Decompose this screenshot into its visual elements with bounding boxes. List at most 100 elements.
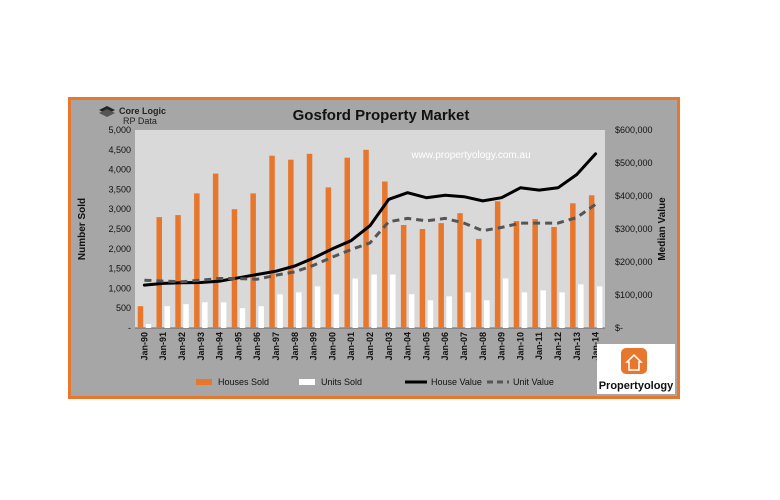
units-sold-bar xyxy=(333,294,340,328)
x-tick-label: Jan-92 xyxy=(177,332,187,361)
x-tick-label: Jan-02 xyxy=(365,332,375,361)
houses-sold-bar xyxy=(212,173,219,328)
unit-value-line xyxy=(144,203,597,284)
x-tick-label: Jan-14 xyxy=(591,332,601,361)
x-tick-label: Jan-01 xyxy=(346,332,356,361)
houses-sold-bar xyxy=(137,306,144,328)
houses-sold-bar xyxy=(175,215,181,328)
y-tick-label: 1,000 xyxy=(108,283,131,293)
y2-axis-title: Median Value xyxy=(657,197,668,261)
y-tick-label: 1,500 xyxy=(108,264,131,274)
legend-label: Unit Value xyxy=(513,377,554,387)
x-tick-label: Jan-98 xyxy=(290,332,300,361)
units-sold-bar xyxy=(540,290,546,328)
units-sold-bar xyxy=(164,306,170,328)
houses-sold-bar xyxy=(269,155,275,328)
y-tick-label: - xyxy=(128,323,131,333)
legend-label: Units Sold xyxy=(321,377,362,387)
x-tick-label: Jan-12 xyxy=(553,332,563,361)
house-icon xyxy=(625,353,643,371)
corelogic-logo: Core Logic RP Data xyxy=(99,106,166,126)
houses-sold-bar xyxy=(476,238,482,328)
y2-tick-label: $100,000 xyxy=(615,290,653,300)
units-sold-bar xyxy=(427,300,434,328)
houses-sold-bar xyxy=(419,229,426,328)
chart-title: Gosford Property Market xyxy=(293,107,470,124)
units-sold-bar xyxy=(408,294,415,328)
x-tick-label: Jan-09 xyxy=(497,332,507,361)
y2-tick-label: $600,000 xyxy=(615,125,653,135)
x-tick-label: Jan-10 xyxy=(515,332,525,361)
propertyology-logo: Propertyology xyxy=(597,344,675,394)
units-sold-bar xyxy=(390,274,396,328)
legend-label: House Value xyxy=(431,377,482,387)
units-sold-bar xyxy=(202,302,208,328)
y-tick-label: 3,500 xyxy=(108,184,131,194)
x-tick-label: Jan-97 xyxy=(271,332,281,361)
units-sold-bar xyxy=(239,308,246,328)
units-sold-bar xyxy=(521,292,528,328)
houses-sold-bar xyxy=(363,149,369,328)
units-sold-bar xyxy=(352,278,358,328)
y2-tick-label: $400,000 xyxy=(615,191,653,201)
houses-sold-bar xyxy=(551,227,557,328)
houses-sold-bar xyxy=(494,201,501,328)
houses-sold-bar xyxy=(325,187,332,328)
house-icon-bg xyxy=(621,348,647,374)
houses-sold-bar xyxy=(400,225,407,328)
y-tick-label: 4,500 xyxy=(108,145,131,155)
y-tick-label: 5,000 xyxy=(108,125,131,135)
x-tick-label: Jan-90 xyxy=(139,332,149,361)
x-tick-label: Jan-94 xyxy=(215,332,225,361)
houses-sold-bar xyxy=(382,181,388,328)
y-axis-ticks: - 500 1,000 1,500 2,000 2,500 3,000 3,500 4,000 4… xyxy=(108,125,131,333)
x-tick-label: Jan-96 xyxy=(252,332,262,361)
line-series xyxy=(142,152,598,287)
x-tick-label: Jan-91 xyxy=(158,332,168,361)
x-tick-label: Jan-95 xyxy=(233,332,243,361)
propertyology-logo-text: Propertyology xyxy=(599,380,674,392)
units-sold-bar xyxy=(258,306,264,328)
rpdata-logo-text: RP Data xyxy=(123,116,157,126)
y-axis-title: Number Sold xyxy=(77,198,88,260)
y-tick-label: 4,000 xyxy=(108,165,131,175)
houses-sold-bar xyxy=(588,195,595,328)
units-sold-bar xyxy=(502,278,509,328)
units-sold-bar xyxy=(220,302,227,328)
houses-sold-bar xyxy=(570,203,576,328)
legend-swatch xyxy=(196,379,212,385)
corelogic-logo-text: Core Logic xyxy=(119,106,166,116)
houses-sold-bar xyxy=(306,153,313,328)
chart-svg: Gosford Property Market www.propertyolog… xyxy=(77,106,675,394)
bar-series xyxy=(137,149,603,328)
corelogic-logo-mark-shadow xyxy=(99,109,115,117)
y2-tick-label: $200,000 xyxy=(615,257,653,267)
chart-frame: Gosford Property Market www.propertyolog… xyxy=(68,97,680,399)
units-sold-bar xyxy=(559,292,565,328)
y-tick-label: 2,000 xyxy=(108,244,131,254)
houses-sold-bar xyxy=(250,193,256,328)
units-sold-bar xyxy=(596,286,603,328)
legend: Houses Sold Units Sold House Value Unit Val… xyxy=(196,377,554,387)
y-tick-label: 2,500 xyxy=(108,224,131,234)
y-tick-label: 3,000 xyxy=(108,204,131,214)
houses-sold-bar xyxy=(194,193,200,328)
house-value-line xyxy=(142,152,598,287)
x-tick-label: Jan-05 xyxy=(421,332,431,361)
units-sold-bar xyxy=(465,292,471,328)
x-axis-ticks: Jan-90 Jan-91 Jan-92 Jan-93 Jan-94 Jan-95 Jan-… xyxy=(139,332,600,361)
y-tick-label: 500 xyxy=(116,303,131,313)
units-sold-bar xyxy=(484,300,490,328)
houses-sold-bar xyxy=(156,217,162,328)
x-tick-label: Jan-03 xyxy=(384,332,394,361)
y2-axis-ticks: $- $100,000 $200,000 $300,000 $400,000 $500,0… xyxy=(615,125,653,333)
x-tick-label: Jan-07 xyxy=(459,332,469,361)
legend-label: Houses Sold xyxy=(218,377,269,387)
y2-tick-label: $500,000 xyxy=(615,158,653,168)
houses-sold-bar xyxy=(457,213,463,328)
x-tick-label: Jan-08 xyxy=(478,332,488,361)
x-tick-label: Jan-00 xyxy=(327,332,337,361)
units-sold-bar xyxy=(446,296,452,328)
units-sold-bar xyxy=(277,294,283,328)
houses-sold-bar xyxy=(532,219,538,328)
